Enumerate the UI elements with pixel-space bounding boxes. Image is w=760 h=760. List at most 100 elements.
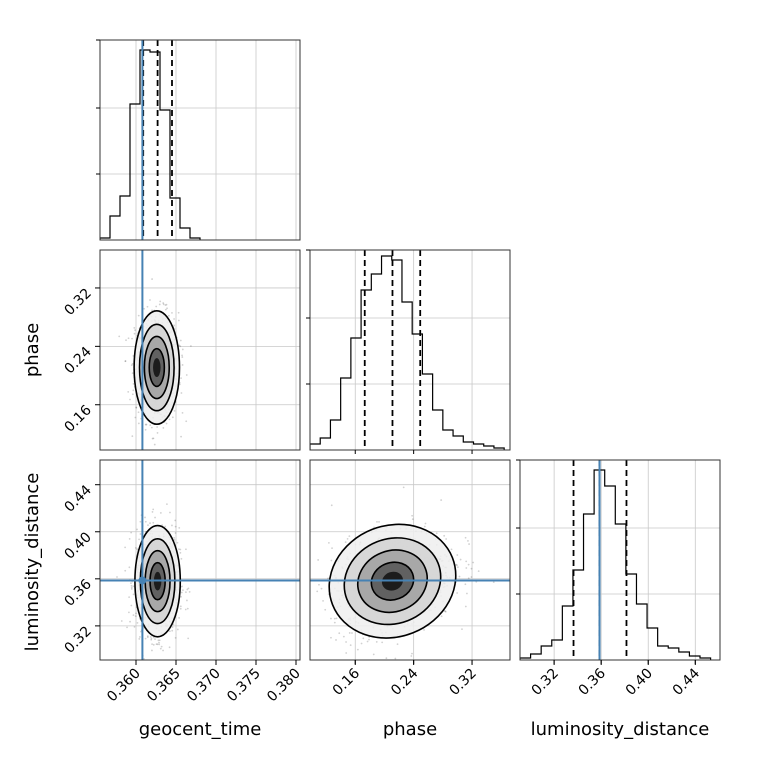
x-tick-label: 0.380 (264, 666, 304, 706)
sample-point (179, 345, 182, 348)
y-tick-label: 0.24 (61, 344, 94, 377)
sample-point (162, 303, 165, 306)
sample-point (159, 512, 162, 514)
sample-point (158, 303, 161, 306)
sample-point (492, 581, 495, 584)
sample-point (320, 587, 323, 590)
sample-point (128, 611, 130, 614)
sample-point (129, 398, 131, 401)
sample-point (146, 636, 149, 639)
sample-point (151, 643, 153, 645)
sample-point (345, 652, 348, 654)
sample-point (468, 543, 470, 545)
sample-point (151, 309, 153, 312)
sample-point (130, 604, 133, 607)
sample-point (173, 318, 175, 320)
contour-2 (357, 549, 428, 614)
contour-1 (138, 323, 175, 412)
sample-point (147, 524, 149, 527)
sample-point (171, 629, 174, 632)
sample-point (168, 646, 171, 649)
sample-point (150, 637, 153, 640)
sample-point (130, 364, 133, 367)
sample-point (174, 532, 177, 534)
sample-point (137, 422, 140, 425)
sample-point (149, 424, 152, 427)
joint-inner (100, 460, 300, 660)
contour-3 (148, 347, 166, 388)
sample-point (135, 406, 138, 409)
x-axis-label-luminosity-distance: luminosity_distance (531, 719, 710, 740)
sample-point (127, 390, 130, 393)
hist-panel-geocent-time (96, 39, 301, 241)
sample-point (138, 636, 141, 638)
sample-point (152, 508, 155, 511)
sample-point (173, 409, 176, 412)
sample-point (168, 418, 171, 421)
sample-point (411, 652, 413, 655)
x-tick-label: 0.375 (224, 666, 264, 706)
sample-point (356, 648, 359, 651)
sample-point (143, 307, 145, 310)
panel-layer (96, 39, 721, 661)
sample-point (470, 567, 473, 570)
sample-point (132, 382, 135, 385)
sample-point (131, 435, 134, 438)
sample-point (144, 423, 147, 426)
sample-point (159, 647, 162, 650)
sample-point (120, 620, 123, 622)
sample-point (130, 588, 133, 590)
sample-point (154, 516, 156, 519)
sample-point (173, 537, 176, 539)
sample-point (444, 610, 447, 613)
sample-point (348, 535, 351, 538)
sample-point (156, 432, 159, 434)
sample-point (165, 303, 168, 306)
sample-point (465, 560, 468, 563)
sample-point (130, 531, 133, 534)
sample-point (178, 548, 180, 551)
contour-3 (370, 561, 415, 601)
sample-point (129, 620, 131, 623)
sample-point (116, 576, 118, 578)
sample-point (145, 423, 148, 426)
sample-point (138, 638, 141, 640)
sample-point (179, 548, 182, 551)
sample-point (162, 427, 165, 429)
sample-point (151, 511, 154, 513)
sample-point (338, 632, 341, 635)
sample-point (381, 641, 384, 644)
y-tick-label: 0.44 (61, 482, 94, 515)
sample-point (306, 635, 308, 637)
sample-point (177, 319, 180, 322)
sample-point (179, 339, 182, 342)
sample-point (411, 518, 414, 521)
sample-point (166, 503, 168, 506)
sample-point (456, 592, 459, 594)
sample-point (181, 348, 184, 351)
sample-point (344, 541, 347, 544)
sample-point (135, 406, 138, 409)
sample-point (158, 641, 160, 644)
sample-point (360, 642, 363, 645)
contour-0 (328, 523, 457, 639)
sample-point (375, 641, 378, 643)
sample-point (131, 372, 134, 375)
histogram-step-geocent-time (100, 49, 201, 240)
sample-point (132, 585, 135, 588)
sample-point (151, 437, 154, 440)
sample-point (137, 314, 140, 317)
sample-point (322, 599, 324, 602)
sample-point (162, 302, 165, 304)
sample-point (124, 546, 127, 549)
sample-point (402, 486, 405, 489)
y-tick-label: 0.32 (61, 623, 94, 656)
sample-point (186, 607, 189, 610)
sample-point (345, 641, 347, 643)
sample-point (179, 551, 182, 554)
sample-point (171, 524, 173, 527)
sample-point (155, 643, 158, 646)
sample-point (174, 525, 177, 528)
sample-point (139, 520, 142, 523)
sample-point (133, 625, 136, 628)
